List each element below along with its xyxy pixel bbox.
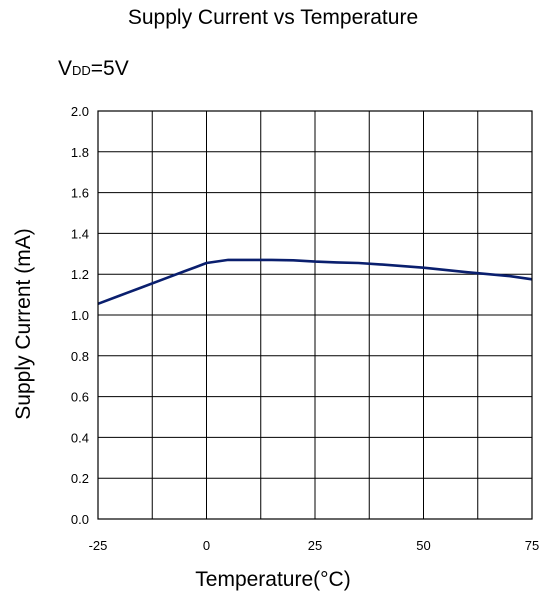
y-tick-label: 1.6 [71, 186, 89, 201]
x-tick-label: 50 [416, 538, 430, 553]
x-tick-label: 0 [203, 538, 210, 553]
y-tick-label: 0.4 [71, 430, 89, 445]
condition-value: =5V [90, 57, 129, 80]
y-tick-label: 1.4 [71, 226, 89, 241]
plot-area-frame [97, 110, 533, 520]
condition-symbol: V [58, 57, 73, 80]
supply-current-line [97, 258, 533, 306]
y-tick-label: 0.0 [71, 512, 89, 527]
y-tick-label: 1.2 [71, 267, 89, 282]
condition-subscript: DD [72, 63, 91, 78]
supply-voltage-condition: VDD=5V [58, 57, 129, 81]
y-tick-label: 0.2 [71, 471, 89, 486]
chart-title: Supply Current vs Temperature [127, 6, 419, 29]
x-tick-label: 75 [525, 538, 539, 553]
x-tick-label: 25 [308, 538, 322, 553]
x-tick-label: -25 [89, 538, 108, 553]
y-tick-label: 2.0 [71, 104, 89, 119]
y-tick-label: 1.0 [71, 308, 89, 323]
grid [97, 110, 533, 520]
y-tick-label: 0.8 [71, 349, 89, 364]
y-tick-label: 1.8 [71, 145, 89, 160]
y-tick-label: 0.6 [71, 390, 89, 405]
x-axis-label: Temperature(°C) [195, 568, 351, 591]
tick-labels: 0.0 0.2 0.4 0.6 0.8 1.0 1.2 1.4 1.6 1.8 2.0 -25 0 25 5… [71, 104, 539, 553]
